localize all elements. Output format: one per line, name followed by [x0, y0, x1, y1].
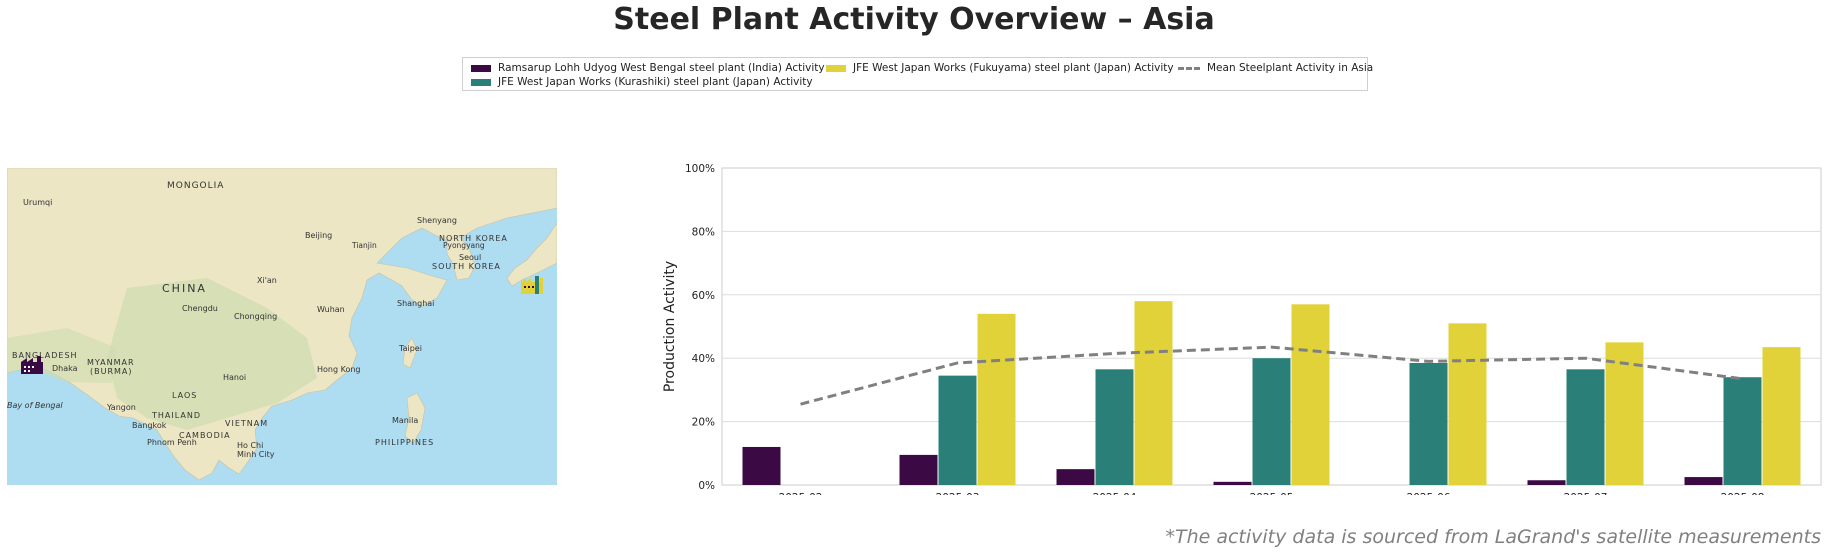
legend-label-ramsarup: Ramsarup Lohh Udyog West Bengal steel pl… [498, 62, 825, 74]
map-label-burma: (BURMA) [90, 367, 133, 376]
map-label-thailand: THAILAND [151, 411, 201, 420]
map-label-phnom-penh: Phnom Penh [147, 438, 197, 447]
factory-icon-india [21, 356, 43, 374]
bar-1 [1684, 477, 1723, 485]
legend-label-fukuyama: JFE West Japan Works (Fukuyama) steel pl… [853, 62, 1174, 74]
map-label-taipei: Taipei [398, 344, 422, 353]
bar-1 [742, 446, 781, 485]
map-label-bangladesh: BANGLADESH [12, 351, 78, 360]
x-tick-label: 2025-08 [1721, 492, 1765, 495]
map-label-xian: Xi'an [257, 276, 277, 285]
map-label-hanoi: Hanoi [223, 373, 246, 382]
map-land-taiwan [402, 337, 418, 369]
x-tick-label: 2025-07 [1564, 492, 1608, 495]
x-tick-label: 2025-02 [779, 492, 823, 495]
bar-3 [1762, 347, 1801, 485]
map-label-urumqi: Urumqi [23, 198, 52, 207]
bar-1 [1213, 481, 1252, 485]
map-label-philippines: PHILIPPINES [375, 438, 434, 447]
map-green-region [107, 278, 317, 430]
map-label-chongqing: Chongqing [234, 312, 277, 321]
map-label-minh-city: Minh City [237, 450, 275, 459]
legend-item-mean: Mean Steelplant Activity in Asia [1178, 62, 1373, 74]
x-tick-label: 2025-06 [1407, 492, 1451, 495]
bar-2 [1723, 377, 1762, 485]
legend-label-mean: Mean Steelplant Activity in Asia [1207, 62, 1374, 74]
legend-item-kurashiki: JFE West Japan Works (Kurashiki) steel p… [471, 76, 813, 88]
bar-1 [899, 454, 938, 485]
bar-2 [938, 375, 977, 485]
map-label-vietnam: VIETNAM [225, 419, 268, 428]
bar-1 [1056, 469, 1095, 485]
map-land-philippines [404, 392, 426, 444]
bar-3 [1448, 323, 1487, 485]
bar-2 [1566, 369, 1605, 485]
mean-activity-line [800, 345, 1743, 406]
x-tick-label: 2025-05 [1250, 492, 1294, 495]
legend-swatch-kurashiki [471, 78, 491, 86]
map-label-manila: Manila [392, 416, 418, 425]
map-label-north-korea: NORTH KOREA [439, 234, 508, 243]
chart-title: Steel Plant Activity Overview – Asia [613, 2, 1215, 37]
map-label-south-korea: SOUTH KOREA [432, 262, 501, 271]
map-label-chengdu: Chengdu [182, 304, 218, 313]
map-label-tianjin: Tianjin [351, 241, 377, 250]
x-tick-label: 2025-03 [936, 492, 980, 495]
asia-map: MONGOLIA Urumqi Beijing Tianjin Shenyang… [7, 168, 557, 485]
y-tick-label: 20% [692, 417, 715, 429]
legend-swatch-mean [1178, 66, 1200, 70]
footnote: *The activity data is sourced from LaGra… [1165, 526, 1821, 548]
map-label-china: CHINA [162, 282, 207, 295]
map-label-yangon: Yangon [106, 403, 136, 412]
y-tick-label: 100% [685, 163, 715, 175]
factory-icon-japan [521, 276, 543, 294]
activity-chart: 0% 20% 40% 60% 80% 100% Production Activity 202… [640, 155, 1828, 504]
bar-2 [1409, 362, 1448, 485]
map-label-beijing: Beijing [305, 231, 332, 240]
legend-item-fukuyama: JFE West Japan Works (Fukuyama) steel pl… [826, 62, 1174, 74]
bar-2 [1095, 369, 1134, 485]
y-tick-label: 60% [692, 290, 715, 302]
legend-item-ramsarup: Ramsarup Lohh Udyog West Bengal steel pl… [471, 62, 825, 74]
legend-label-kurashiki: JFE West Japan Works (Kurashiki) steel p… [498, 76, 813, 88]
bar-2 [1252, 358, 1291, 485]
map-label-wuhan: Wuhan [317, 305, 345, 314]
bar-3 [1134, 301, 1173, 485]
map-label-mongolia: MONGOLIA [167, 181, 224, 191]
y-tick-label: 40% [692, 353, 715, 365]
legend: Ramsarup Lohh Udyog West Bengal steel pl… [462, 57, 1373, 91]
map-label-shenyang: Shenyang [417, 216, 457, 225]
map-label-dhaka: Dhaka [52, 364, 78, 373]
map-label-bay-of-bengal: Bay of Bengal [7, 401, 63, 410]
map-label-shanghai: Shanghai [397, 299, 434, 308]
map-label-seoul: Seoul [459, 253, 481, 262]
map-label-myanmar: MYANMAR [87, 358, 135, 367]
map-land-korea [446, 235, 476, 281]
map-label-hong-kong: Hong Kong [317, 365, 361, 374]
map-label-laos: LAOS [172, 391, 197, 400]
x-tick-label: 2025-04 [1093, 492, 1137, 495]
y-axis-label: Production Activity [662, 261, 678, 392]
map-label-ho-chi: Ho Chi [237, 441, 263, 450]
y-tick-label: 80% [692, 226, 715, 238]
map-label-cambodia: CAMBODIA [179, 431, 231, 440]
legend-swatch-ramsarup [471, 64, 491, 72]
map-label-bangkok: Bangkok [132, 421, 167, 430]
legend-swatch-fukuyama [826, 64, 846, 72]
y-tick-label: 0% [698, 480, 715, 492]
bar-3 [1291, 304, 1330, 485]
map-label-pyongyang: Pyongyang [443, 241, 485, 250]
bar-1 [1527, 480, 1566, 485]
map-land-japan [506, 222, 557, 287]
bar-3 [977, 313, 1016, 485]
